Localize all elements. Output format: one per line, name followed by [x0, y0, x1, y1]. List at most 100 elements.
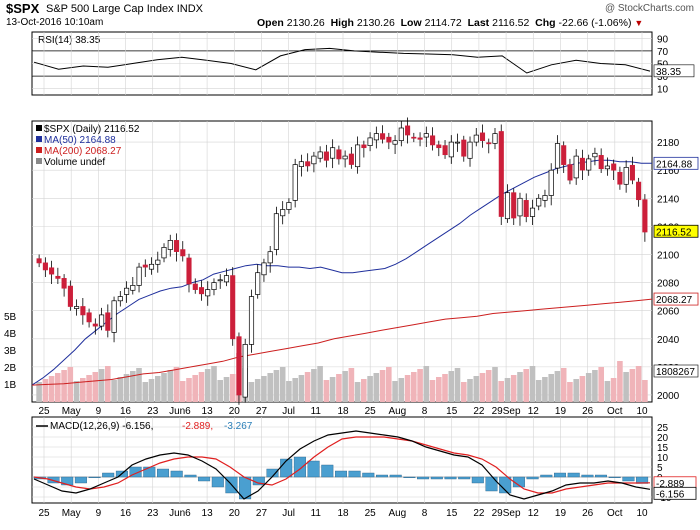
low-value: 2114.72: [424, 17, 462, 29]
volume-bar: [642, 380, 648, 402]
volume-right-label: 1808267: [656, 367, 695, 378]
symbol: $SPX: [6, 1, 40, 16]
volume-tick-label: 2B: [4, 363, 17, 374]
macd-legend-value: MACD(12,26,9) -6.156,: [50, 421, 153, 432]
macd-x-tick-label: 22: [473, 508, 485, 519]
volume-bar: [304, 372, 311, 402]
candle-body: [542, 195, 548, 201]
macd-x-tick-label: 16: [120, 508, 132, 519]
volume-bar: [186, 378, 192, 402]
volume-bar: [204, 369, 211, 402]
candle-body: [348, 153, 354, 165]
candle-body: [629, 164, 635, 181]
rsi-last-box: [653, 64, 695, 78]
rsi-tick-label: 30: [657, 72, 669, 83]
macd-tick-label: 10: [657, 453, 669, 464]
macd-histogram-bar: [595, 474, 608, 478]
macd-signal-right-label: -2.889: [656, 479, 685, 490]
candle-body: [380, 133, 386, 140]
volume-bar: [479, 373, 486, 402]
volume-bar: [485, 370, 492, 402]
volume-bar: [623, 372, 629, 402]
volume-bar: [298, 375, 305, 402]
price-x-tick-label: 23: [147, 406, 159, 417]
candle-body: [336, 149, 342, 160]
ma200-right-label-box: [653, 292, 699, 306]
price-x-tick-label: 25: [365, 406, 377, 417]
candle-body: [442, 145, 448, 156]
volume-bar: [629, 369, 636, 402]
volume-bar: [105, 366, 111, 402]
candle-body: [355, 144, 361, 168]
candle-body: [511, 192, 517, 219]
volume-bar: [454, 368, 461, 402]
volume-bar: [36, 382, 42, 402]
price-x-tick-label: 13: [202, 406, 214, 417]
volume-bar: [598, 367, 604, 402]
volume-bar: [148, 379, 155, 402]
macd-histogram-bar: [170, 470, 183, 478]
candle-body: [523, 200, 529, 217]
price-legend-item: Volume undef: [44, 157, 105, 168]
candle-body: [267, 251, 273, 264]
macd-x-tick-label: 10: [636, 508, 648, 519]
volume-bar: [542, 377, 548, 402]
ma50-right-label: 2164.88: [656, 159, 693, 170]
volume-bar: [292, 378, 298, 402]
volume-bar: [173, 367, 180, 402]
macd-tick-label: 25: [657, 423, 669, 434]
candle-body: [361, 144, 367, 149]
candle-body: [198, 287, 205, 295]
volume-bar: [73, 381, 80, 402]
macd-x-tick-label: 27: [256, 508, 268, 519]
candle-body: [642, 199, 648, 233]
candle-body: [423, 133, 429, 138]
price-x-tick-label: 16: [120, 406, 132, 417]
price-x-tick-label: Oct: [607, 406, 623, 417]
volume-bar: [461, 382, 467, 402]
ma200-right-label: 2068.27: [656, 295, 693, 306]
candle-body: [317, 151, 323, 159]
candle-body: [604, 165, 610, 170]
volume-bar: [286, 381, 292, 402]
macd-legend-hist: -3.267: [224, 421, 253, 432]
volume-bar: [223, 377, 230, 402]
candle-body: [486, 142, 492, 145]
volume-bar: [429, 380, 436, 402]
candle-body: [548, 169, 554, 196]
macd-right-box: [653, 486, 697, 500]
macd-line: [33, 430, 651, 500]
volume-bar: [367, 376, 373, 402]
candle-body: [573, 155, 579, 179]
price-legend-item: MA(200) 2068.27: [44, 146, 122, 157]
volume-bar: [254, 379, 261, 402]
candle-body: [161, 247, 167, 259]
volume-bar: [436, 377, 442, 402]
legend-swatch: [36, 158, 42, 164]
macd-x-tick-label: 25: [365, 508, 377, 519]
candle-body: [261, 262, 267, 276]
macd-x-tick-label: 25: [38, 508, 50, 519]
macd-panel: [31, 416, 653, 504]
last-label: Last: [467, 17, 490, 29]
macd-histogram-bar: [156, 468, 169, 478]
chg-value: -22.66 (-1.06%): [558, 17, 632, 29]
candle-body: [529, 207, 536, 217]
candle-body: [367, 137, 373, 146]
candle-body: [436, 144, 442, 149]
price-x-tick-label: 20: [229, 406, 241, 417]
candle-body: [117, 296, 123, 302]
macd-histogram-bar: [184, 474, 197, 478]
price-tick-label: 2080: [657, 279, 680, 290]
price-tick-label: 2140: [657, 194, 680, 205]
macd-x-tick-label: Jul: [282, 508, 295, 519]
brand: @ StockCharts.com: [604, 3, 694, 14]
volume-bar: [448, 371, 455, 402]
candle-body: [386, 136, 392, 143]
price-x-tick-label: 29Sep: [492, 406, 521, 417]
volume-bar: [117, 377, 124, 402]
volume-bar: [567, 382, 573, 402]
macd-histogram-bar: [280, 458, 293, 478]
price-x-tick-label: 10: [636, 406, 648, 417]
macd-legend-signal: -2.889,: [182, 421, 213, 432]
